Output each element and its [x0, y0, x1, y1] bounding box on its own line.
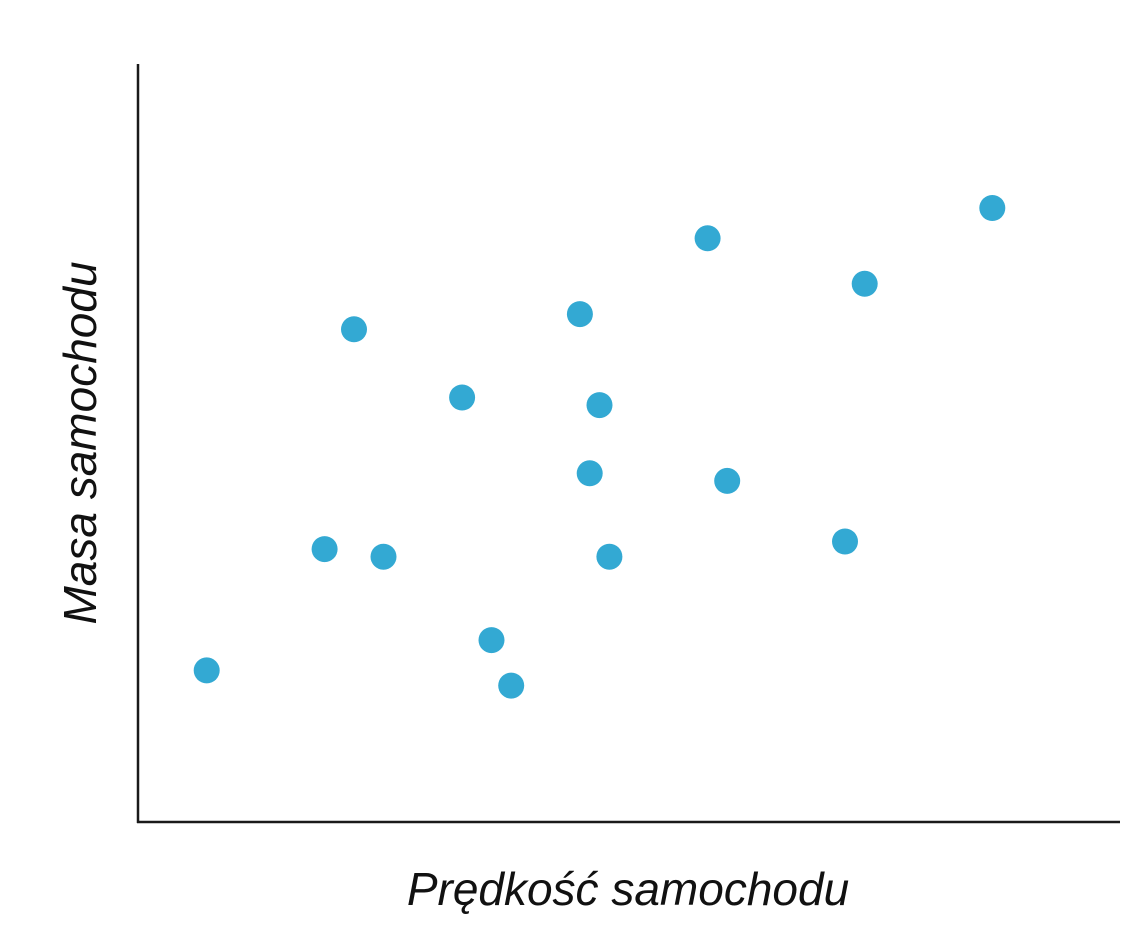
data-point-15	[851, 270, 878, 297]
data-points	[193, 195, 1006, 699]
data-point-3	[341, 316, 367, 343]
x-axis-title: Prędkość samochodu	[407, 863, 849, 915]
data-point-2	[311, 536, 338, 563]
data-point-4	[370, 543, 397, 570]
data-point-13	[714, 467, 741, 494]
data-point-5	[449, 384, 476, 411]
data-point-11	[596, 543, 623, 570]
data-point-6	[478, 627, 505, 654]
data-point-7	[498, 672, 525, 699]
y-axis-title: Masa samochodu	[54, 261, 106, 624]
data-point-12	[694, 225, 721, 252]
data-point-16	[979, 195, 1006, 221]
data-point-14	[832, 528, 858, 555]
data-point-8	[566, 301, 593, 328]
data-point-10	[586, 392, 613, 419]
data-point-1	[193, 657, 220, 684]
data-point-9	[576, 460, 603, 487]
